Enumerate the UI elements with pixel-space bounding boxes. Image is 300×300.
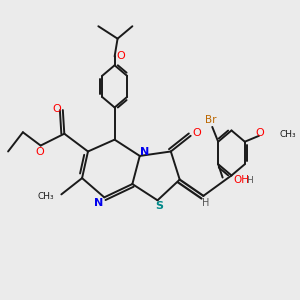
Text: H: H [202, 198, 209, 208]
Text: CH₃: CH₃ [38, 192, 55, 201]
Text: N: N [140, 147, 150, 158]
Text: N: N [94, 198, 104, 208]
Text: H: H [246, 176, 253, 185]
Text: OH: OH [233, 176, 249, 185]
Text: O: O [256, 128, 264, 138]
Text: CH₃: CH₃ [280, 130, 296, 139]
Text: O: O [193, 128, 202, 138]
Text: Br: Br [205, 116, 217, 125]
Text: O: O [35, 147, 44, 157]
Text: O: O [52, 104, 61, 114]
Text: O: O [117, 51, 125, 61]
Text: S: S [155, 201, 163, 211]
